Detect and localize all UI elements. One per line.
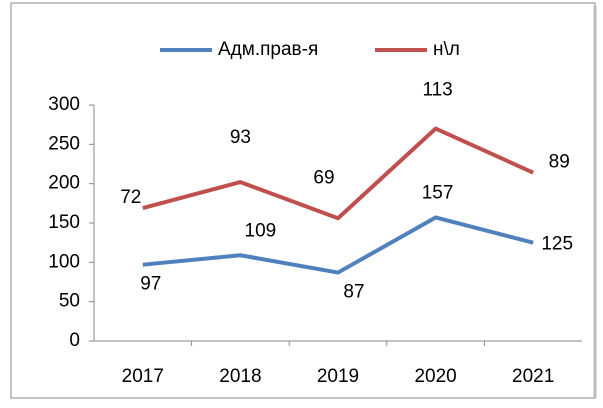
legend-label: Адм.прав-я (218, 39, 318, 60)
data-label: 87 (343, 282, 364, 303)
x-tick-label: 2017 (122, 366, 164, 387)
data-label: 109 (245, 220, 277, 241)
x-tick-label: 2018 (219, 366, 261, 387)
y-tick-label: 100 (48, 251, 80, 272)
data-label: 97 (140, 274, 161, 295)
data-label: 69 (313, 167, 334, 188)
data-label: 89 (549, 152, 570, 173)
x-tick-label: 2019 (317, 366, 359, 387)
y-tick-label: 50 (59, 291, 80, 312)
data-label: 157 (422, 183, 454, 204)
data-label: 125 (541, 234, 573, 255)
data-label: 113 (422, 80, 452, 101)
data-label: 72 (120, 187, 141, 208)
legend-label: н\л (433, 39, 460, 60)
y-tick-label: 200 (48, 173, 80, 194)
chart-frame (10, 2, 596, 399)
line-series (142, 215, 534, 275)
y-tick-label: 250 (48, 133, 80, 154)
y-tick-label: 0 (69, 330, 80, 351)
x-tick-label: 2020 (414, 366, 456, 387)
x-tick-label: 2021 (512, 366, 554, 387)
y-tick-label: 150 (48, 212, 80, 233)
line-series (142, 126, 535, 221)
y-tick-label: 300 (48, 94, 80, 115)
data-label: 93 (230, 127, 251, 148)
